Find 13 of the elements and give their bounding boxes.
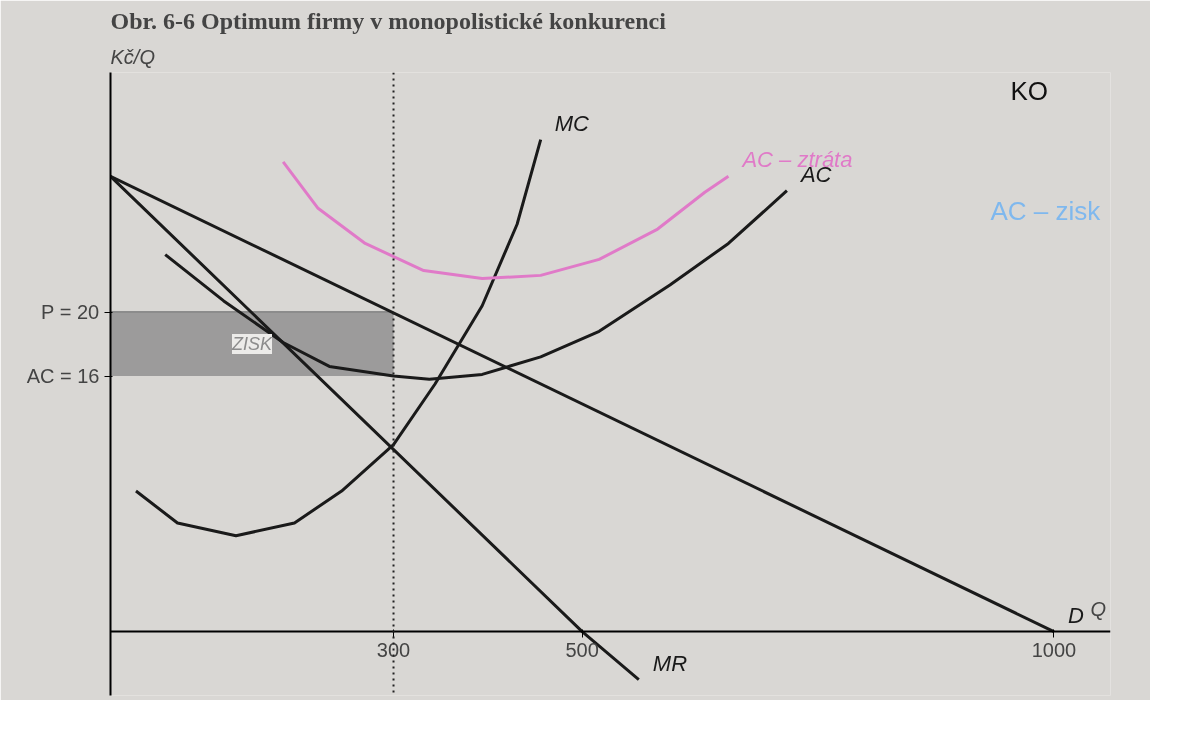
y-axis-title: Kč/Q xyxy=(110,45,155,68)
x-tick-label: 500 xyxy=(565,638,599,661)
x-tick-label: 300 xyxy=(376,638,411,661)
x-tick-label: 1000 xyxy=(1031,638,1077,661)
y-tick-label: P = 20 xyxy=(41,301,100,324)
y-tick-label: AC = 16 xyxy=(26,365,100,388)
series-label: MC xyxy=(554,110,590,136)
x-axis-title: Q xyxy=(1090,597,1107,620)
series-label: D xyxy=(1067,602,1084,628)
annotation: KO xyxy=(1010,75,1049,106)
series-label: MR xyxy=(652,650,688,676)
annotation: AC – zisk xyxy=(990,195,1102,226)
chart-title: Obr. 6-6 Optimum firmy v monopolistické konkurenci xyxy=(110,7,667,34)
